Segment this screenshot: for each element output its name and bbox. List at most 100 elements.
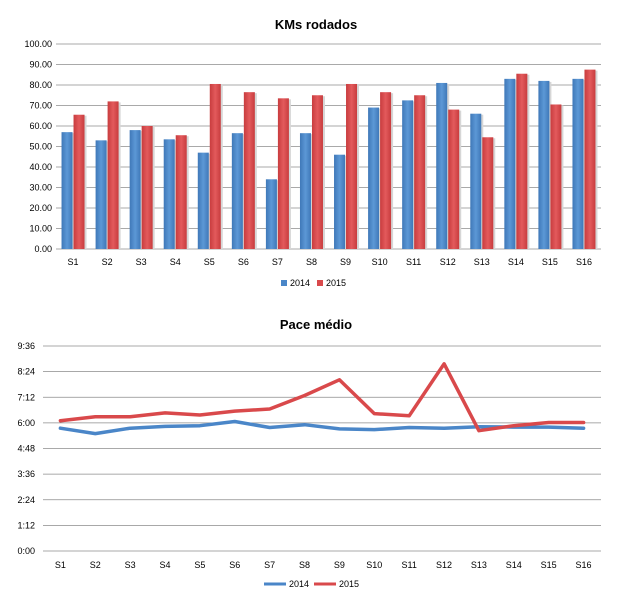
line-y-tick-label: 3:36 [17,469,35,479]
bar-y-tick-label: 40.00 [29,162,52,172]
line-y-tick-label: 6:00 [17,418,35,428]
line-y-tick-label: 4:48 [17,444,35,454]
line-chart-legend: 2014 2015 [264,579,359,589]
legend-label-2015: 2015 [339,579,359,589]
bar-x-tick-label: S13 [474,257,490,267]
legend-label-2014: 2014 [289,579,309,589]
bar-2015-S10 [380,92,392,249]
bar-2015-S5 [209,83,221,249]
bar-y-tick-label: 60.00 [29,121,52,131]
legend-swatch-2015 [317,280,323,286]
bar-2014-S14 [504,78,516,249]
legend-swatch-2014 [281,280,287,286]
bar-2015-S9 [346,83,358,249]
bar-chart-kms: KMs rodados 0.00 10.00 20.00 30.00 40.00 50.0… [24,17,601,288]
bar-y-tick-label: 80.00 [29,80,52,90]
bar-y-tick-label: 50.00 [29,142,52,152]
bar-2014-S3 [129,130,141,249]
bar-y-tick-label: 20.00 [29,203,52,213]
bar-x-tick-label: S8 [306,257,317,267]
bar-x-tick-label: S12 [440,257,456,267]
bar-2015-S16 [584,69,596,249]
bar-x-tick-label: S6 [238,257,249,267]
line-series-2015 [58,362,586,433]
line-chart-y-ticks: 0:00 1:12 2:24 3:36 4:48 6:00 7:12 8:24 9:36 [17,341,35,556]
line-x-tick-label: S15 [541,560,557,570]
line-x-tick-label: S3 [125,560,136,570]
bar-y-tick-label: 30.00 [29,183,52,193]
line-x-tick-label: S4 [160,560,171,570]
bar-y-tick-label: 10.00 [29,224,52,234]
line-chart-series [58,362,586,436]
bar-2015-S15 [550,104,562,249]
bar-2014-S13 [470,113,482,249]
line-x-tick-label: S7 [264,560,275,570]
bar-2015-S11 [414,95,426,249]
bar-2015-S8 [311,95,323,249]
line-x-tick-label: S6 [229,560,240,570]
line-chart-title: Pace médio [280,317,352,332]
bar-chart-y-ticks: 0.00 10.00 20.00 30.00 40.00 50.00 60.00 70.00 8… [24,39,52,254]
bar-chart-legend: 2014 2015 [281,278,346,288]
bar-2014-S11 [402,100,414,249]
line-chart-x-ticks: S1 S2 S3 S4 S5 S6 S7 S8 S9 S10 S11 S12 S13 S14 S15 S16 [55,560,592,570]
bar-x-tick-label: S11 [406,257,421,267]
bar-2014-S2 [95,140,107,249]
line-x-tick-label: S5 [194,560,205,570]
bar-2014-S4 [163,139,175,249]
bar-y-tick-label: 0.00 [34,244,52,254]
bar-chart-title: KMs rodados [275,17,357,32]
line-x-tick-label: S10 [366,560,382,570]
bar-2014-S8 [299,133,311,249]
line-x-tick-label: S2 [90,560,101,570]
bar-2014-S9 [334,154,346,249]
bar-2015-S3 [141,126,153,249]
bar-2014-S12 [436,82,448,249]
line-x-tick-label: S9 [334,560,345,570]
bar-2014-S7 [265,179,277,249]
line-x-tick-label: S14 [506,560,522,570]
bar-2015-S7 [277,98,289,249]
line-x-tick-label: S13 [471,560,487,570]
bar-chart-x-ticks: S1 S2 S3 S4 S5 S6 S7 S8 S9 S10 S11 S12 S13 S14 S15 S16 [68,257,592,267]
bar-x-tick-label: S10 [372,257,388,267]
bar-x-tick-label: S16 [576,257,592,267]
bar-y-tick-label: 100.00 [24,39,52,49]
bar-x-tick-label: S5 [204,257,215,267]
bar-2014-S1 [61,132,73,249]
line-y-tick-label: 2:24 [17,495,35,505]
line-x-tick-label: S11 [402,560,417,570]
bar-y-tick-label: 90.00 [29,60,52,70]
bar-2015-S1 [73,114,85,249]
line-chart-gridlines [43,345,601,552]
bar-x-tick-label: S9 [340,257,351,267]
legend-label-2014: 2014 [290,278,310,288]
bar-y-tick-label: 70.00 [29,101,52,111]
bar-2014-S16 [572,78,584,249]
bar-2014-S10 [368,107,380,249]
legend-label-2015: 2015 [326,278,346,288]
bar-x-tick-label: S15 [542,257,558,267]
bar-2015-S12 [448,109,460,249]
bar-2014-S15 [538,80,550,250]
line-x-tick-label: S1 [55,560,66,570]
bar-x-tick-label: S14 [508,257,524,267]
bar-x-tick-label: S3 [136,257,147,267]
bar-2015-S13 [482,137,494,249]
line-x-tick-label: S16 [576,560,592,570]
line-y-tick-label: 1:12 [17,520,35,530]
bar-x-tick-label: S4 [170,257,181,267]
bar-2015-S6 [243,92,255,249]
bar-2015-S4 [175,135,187,249]
line-x-tick-label: S12 [436,560,452,570]
bar-2014-S6 [231,133,243,249]
bar-x-tick-label: S1 [68,257,79,267]
bar-x-tick-label: S2 [102,257,113,267]
line-y-tick-label: 8:24 [17,367,35,377]
line-chart-pace: Pace médio 0:00 1:12 2:24 3:36 4:48 6:00 7:12 8… [17,317,601,589]
bar-2014-S5 [197,152,209,249]
line-x-tick-label: S8 [299,560,310,570]
line-y-tick-label: 9:36 [17,341,35,351]
line-y-tick-label: 0:00 [17,546,35,556]
